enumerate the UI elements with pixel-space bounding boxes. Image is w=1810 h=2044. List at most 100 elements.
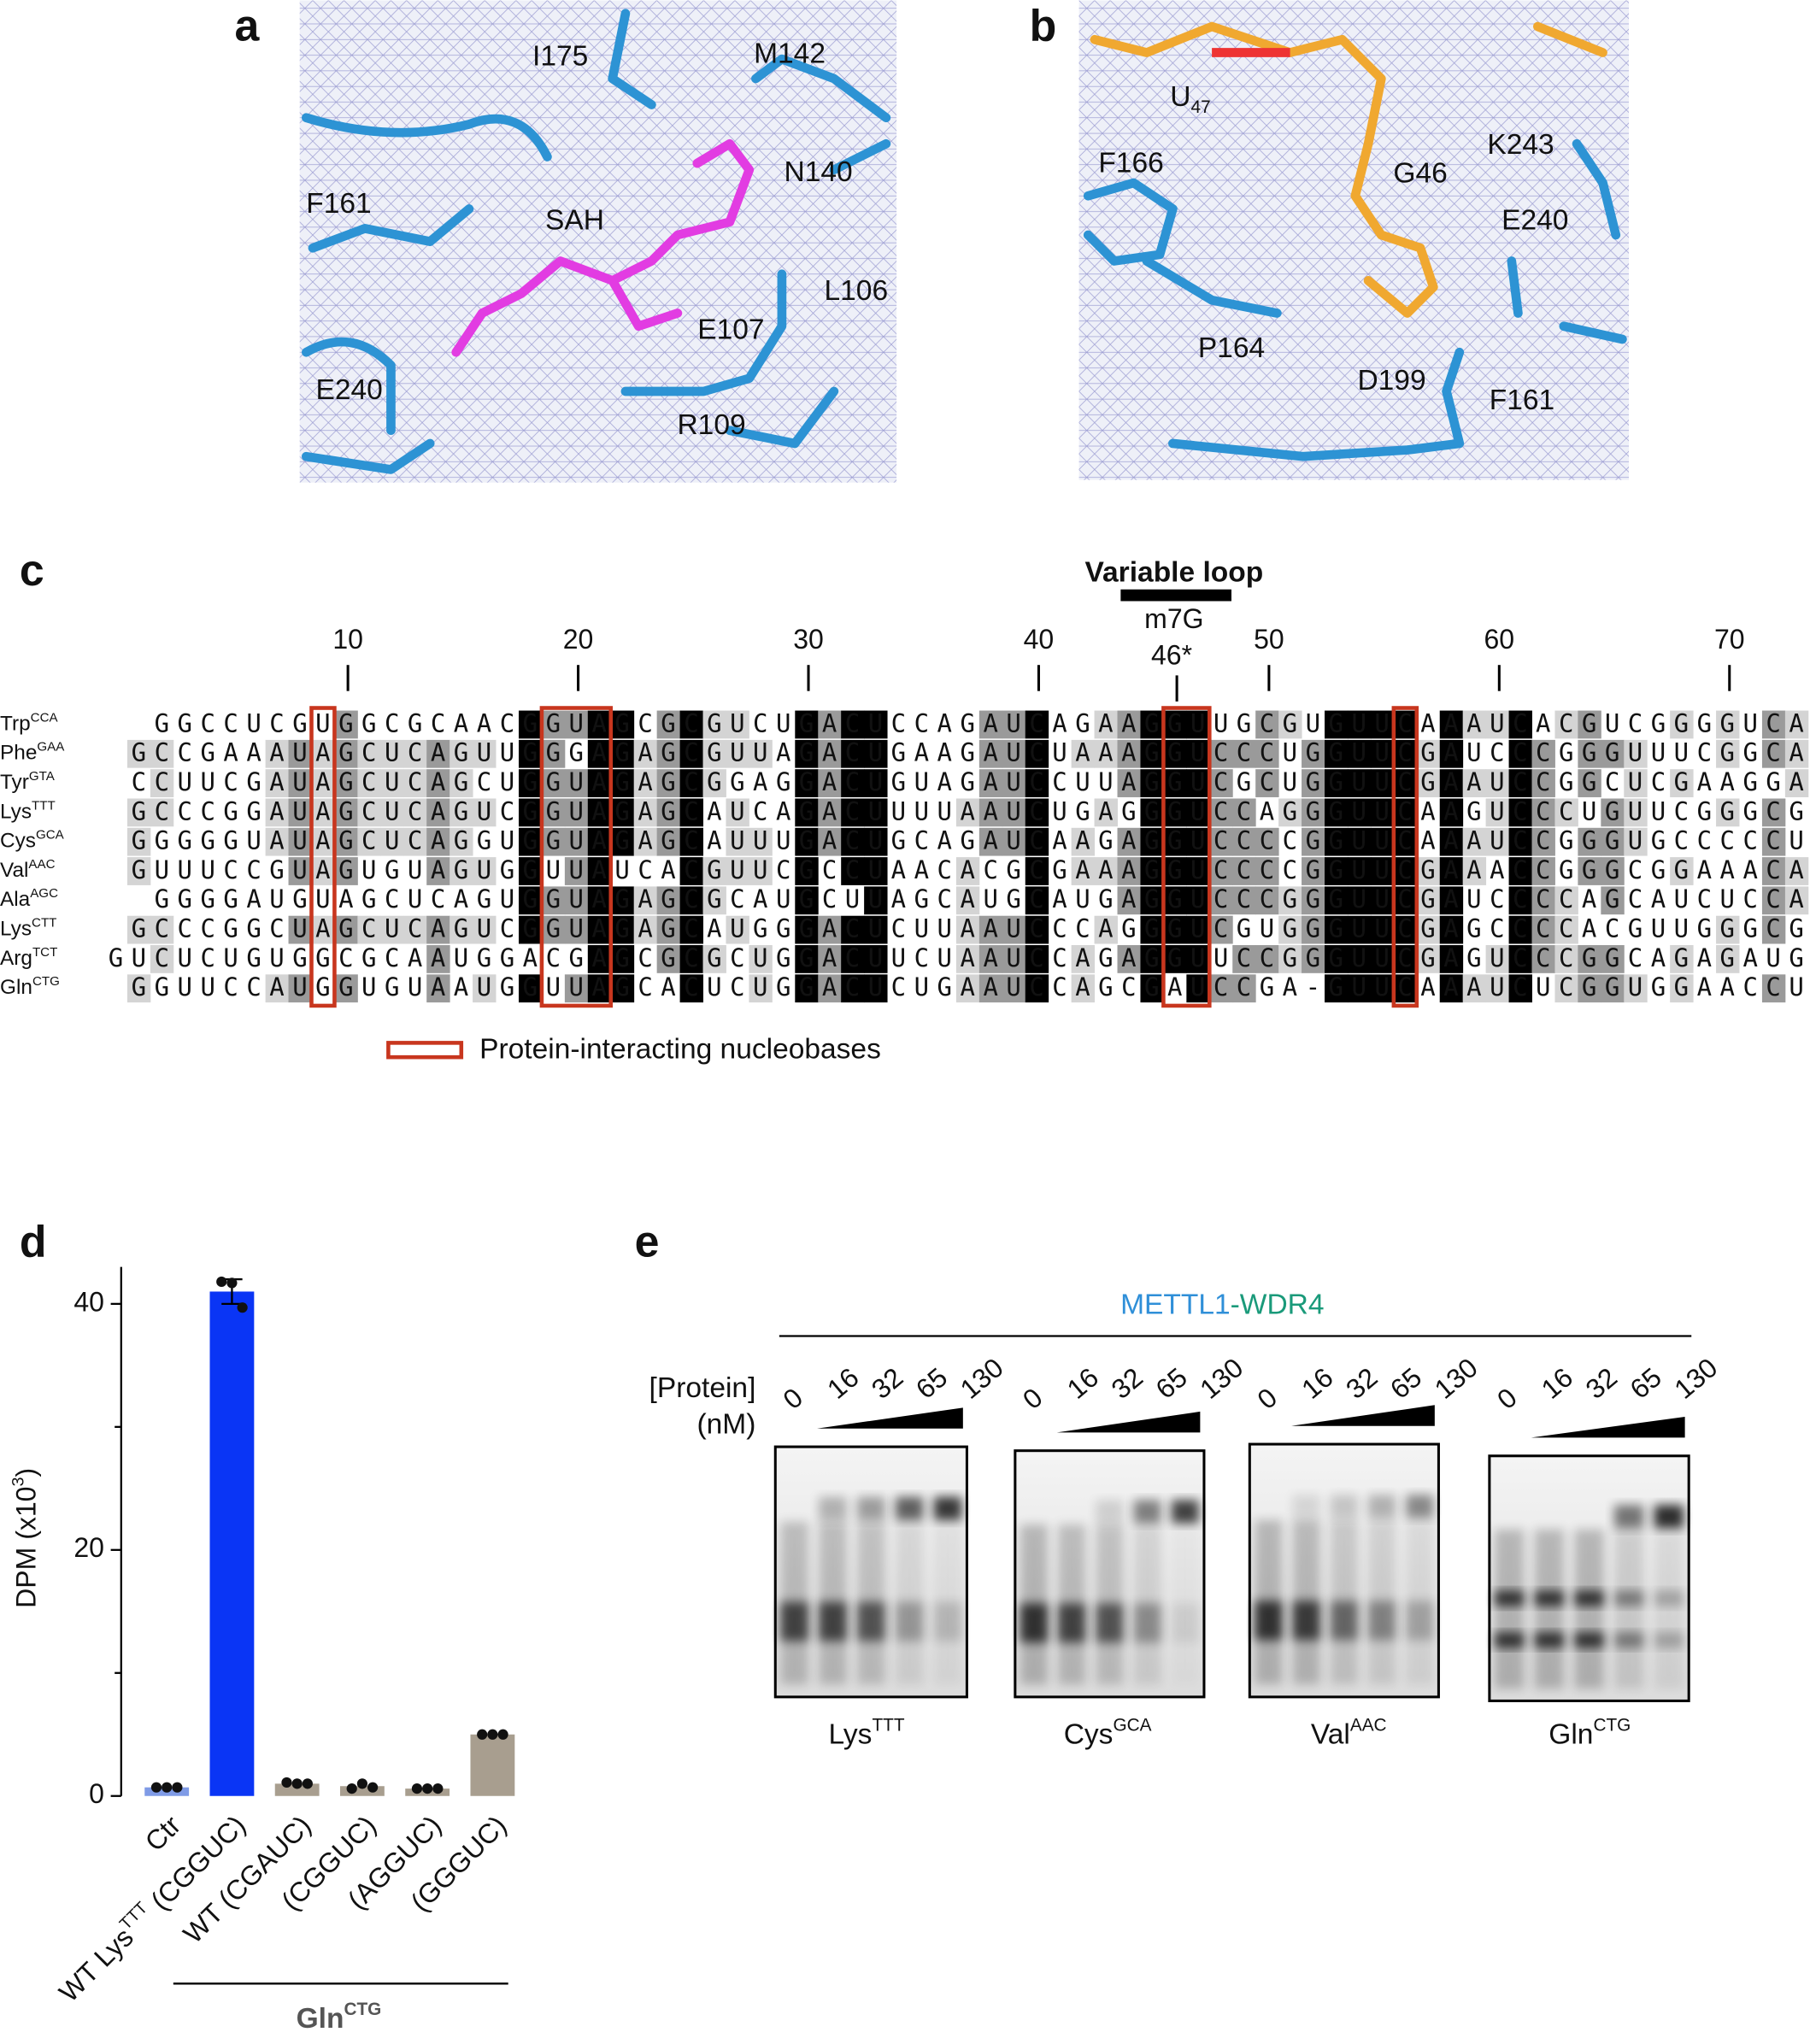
conservation-shade — [311, 739, 335, 768]
residue-label: G46 — [1393, 158, 1447, 190]
group-label-part: CTG — [344, 2000, 381, 2019]
gel-smear — [1534, 1529, 1565, 1689]
conservation-shade — [795, 798, 819, 827]
gel-band — [1534, 1632, 1565, 1648]
concentration-tick: 0 — [1251, 1382, 1283, 1415]
conservation-shade — [1761, 710, 1786, 739]
conservation-shade — [1508, 974, 1532, 1003]
conservation-shade — [426, 827, 450, 856]
conservation-shade — [1255, 769, 1279, 797]
conservation-shade — [403, 769, 427, 797]
conservation-shade — [1025, 827, 1049, 856]
data-point — [356, 1778, 368, 1789]
conservation-shade — [1186, 974, 1210, 1003]
conservation-shade — [473, 798, 497, 827]
conservation-shade — [1393, 798, 1418, 827]
conservation-shade — [518, 827, 543, 856]
group-label-part: Gln — [297, 2003, 344, 2035]
conservation-shade — [1370, 827, 1395, 856]
row-label-part: Val — [0, 859, 28, 882]
gel-label: ValAAC — [1311, 1716, 1387, 1751]
conservation-shade — [1025, 945, 1049, 973]
conservation-shade — [702, 739, 726, 768]
conservation-shade — [1578, 769, 1601, 797]
residue-label: M142 — [754, 38, 826, 69]
conservation-shade — [1347, 945, 1372, 973]
conservation-shade — [841, 857, 865, 885]
conservation-shade — [1439, 974, 1464, 1003]
gel-band — [933, 1601, 962, 1642]
conservation-shade — [1670, 857, 1694, 885]
conservation-shade — [749, 739, 773, 768]
row-label-part: Arg — [0, 947, 32, 970]
conservation-shade — [1302, 739, 1325, 768]
conservation-shade — [1370, 945, 1395, 973]
conservation-shade — [334, 739, 358, 768]
residue-label: F161 — [1490, 385, 1554, 416]
conservation-shade — [726, 739, 749, 768]
sequence-highlight: GGCCUCGUGGCGCAACGGUAGCGCGUCUGACUCCAGAUCA… — [109, 708, 1810, 737]
panel-letter: d — [20, 1216, 47, 1266]
conservation-shade — [541, 769, 566, 797]
conservation-shade — [1462, 974, 1487, 1003]
conservation-shade — [334, 769, 358, 797]
row-label-part: GAA — [37, 739, 65, 754]
conservation-shade — [726, 798, 749, 827]
concentration-wedge — [1056, 1411, 1201, 1433]
conservation-shade — [610, 798, 635, 827]
conservation-shade — [473, 974, 497, 1003]
conservation-shade — [1624, 769, 1648, 797]
conservation-shade — [679, 710, 703, 739]
conservation-shade — [656, 945, 681, 973]
conservation-shade — [357, 827, 381, 856]
conservation-shade — [1578, 827, 1601, 856]
conservation-shade — [679, 827, 703, 856]
gel-band — [1096, 1500, 1124, 1524]
conservation-shade — [1002, 945, 1026, 973]
sequence: GCCGAAAUAGCUCAGUUGGGAGAGCGUUAGACUGAAGAUC… — [109, 738, 1810, 767]
conservation-shade — [587, 798, 612, 827]
conservation-shade — [1025, 915, 1049, 944]
data-point — [477, 1729, 488, 1740]
conservation-shade — [1624, 798, 1648, 827]
conservation-shade — [426, 945, 450, 973]
conservation-shade — [265, 769, 289, 797]
conservation-shade — [1670, 710, 1694, 739]
conservation-shade — [1140, 798, 1164, 827]
conservation-shade — [1117, 827, 1141, 856]
data-point — [367, 1782, 379, 1793]
conservation-shade — [679, 945, 703, 973]
gel-band — [1171, 1603, 1199, 1643]
gel-band — [933, 1496, 962, 1521]
sequence-highlight: GGGGGUAUAGCUCAGGUGGUAGAGCAUUUGACUGCAGAUC… — [109, 826, 1810, 855]
row-label: ArgTCT — [0, 944, 57, 970]
interaction-box — [309, 706, 337, 1008]
conservation-shade — [864, 798, 888, 827]
conservation-shade — [795, 886, 819, 915]
conservation-shade — [679, 798, 703, 827]
sequence-highlight: GCCGAAAUAGCUCAGUUGGGAGAGCGUUAGACUGAAGAUC… — [109, 738, 1810, 767]
conservation-shade — [864, 857, 888, 885]
conservation-shade — [1416, 739, 1441, 768]
conservation-shade — [1140, 886, 1164, 915]
conservation-shade — [1302, 886, 1325, 915]
gel-band — [1292, 1601, 1320, 1641]
row-label-part: CTT — [32, 915, 56, 930]
gel-band — [1574, 1590, 1604, 1606]
conservation-shade — [841, 710, 865, 739]
conservation-shade — [864, 769, 888, 797]
conservation-shade — [1025, 739, 1049, 768]
concentration-wedge — [1531, 1417, 1685, 1438]
gel-label: LysTTT — [829, 1716, 905, 1751]
conservation-shade — [1302, 857, 1325, 885]
concentration-tick: 32 — [1106, 1361, 1149, 1404]
conservation-shade — [1186, 827, 1210, 856]
conservation-shade — [841, 974, 865, 1003]
variable-loop-bar — [1120, 589, 1231, 602]
conservation-shade — [1670, 769, 1694, 797]
panel-letter: c — [20, 545, 44, 595]
conservation-shade — [955, 974, 980, 1003]
conservation-shade — [380, 798, 404, 827]
conservation-shade — [1624, 827, 1648, 856]
